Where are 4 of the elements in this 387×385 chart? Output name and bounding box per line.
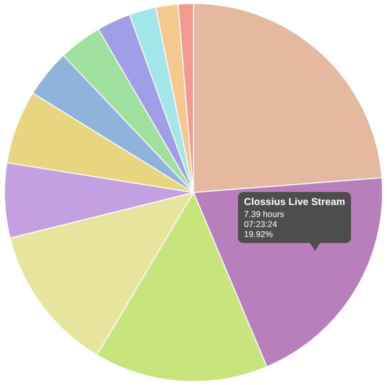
text: 07:23:24 — [244, 219, 278, 229]
text: 7.39 hours — [244, 209, 286, 219]
text: 19.92% — [244, 229, 274, 239]
text: Clossius Live Stream — [244, 196, 346, 209]
